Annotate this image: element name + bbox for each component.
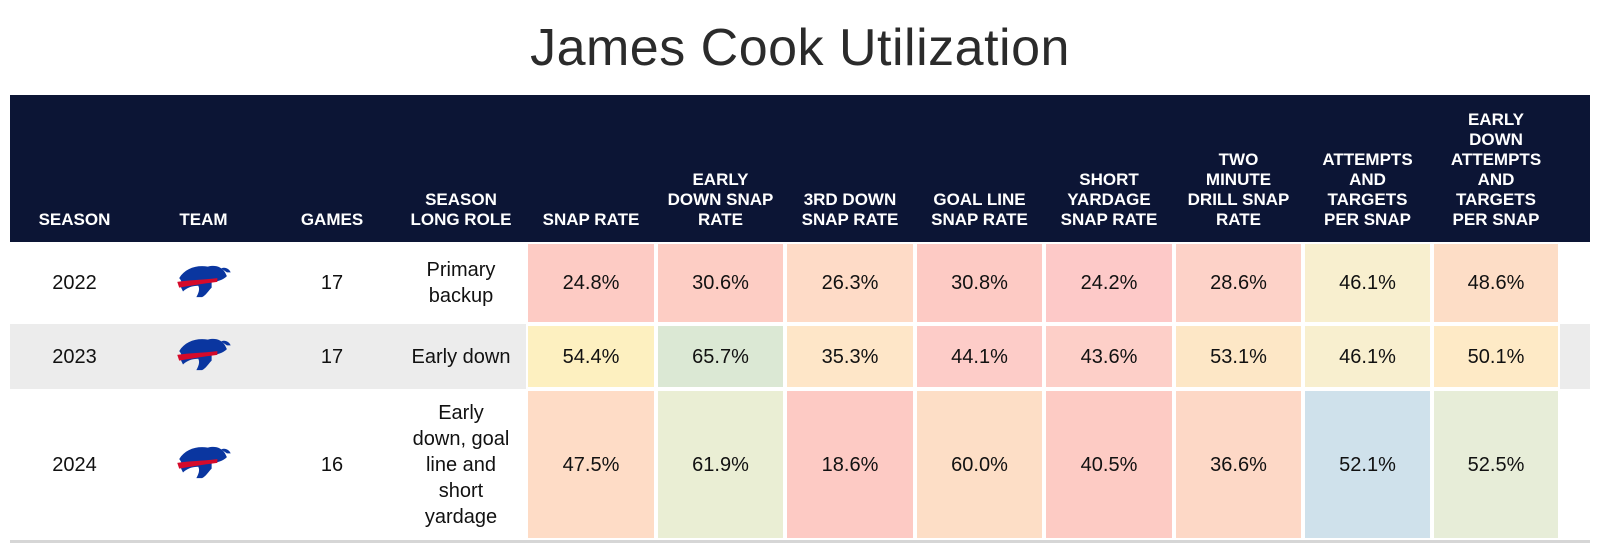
games-cell: 16	[320, 453, 344, 476]
metric-cell-snap-rate: 24.8%	[526, 242, 656, 324]
metric-cell-attempts-and-targets-per-snap: 52.1%	[1303, 389, 1432, 540]
column-header-attempts-and-targets-per-snap: ATTEMPTS AND TARGETS PER SNAP	[1322, 150, 1413, 229]
metric-cell-short-yardage-snap-rate: 24.2%	[1044, 242, 1174, 324]
team-cell	[139, 324, 268, 389]
metric-cell-early-down-attempts-and-targets-per-snap: 50.1%	[1432, 324, 1560, 389]
column-header-3rd-down-snap-rate: 3RD DOWN SNAP RATE	[801, 190, 899, 229]
role-cell: Early down, goal line and short yardage	[412, 401, 510, 528]
games-cell: 17	[320, 345, 344, 368]
metric-cell-short-yardage-snap-rate: 43.6%	[1044, 324, 1174, 389]
metric-cell-snap-rate: 47.5%	[526, 389, 656, 540]
metric-cell-3rd-down-snap-rate: 26.3%	[785, 242, 915, 324]
column-header-early-down-snap-rate: EARLY DOWN SNAP RATE	[667, 170, 774, 229]
column-header-season: SEASON	[38, 210, 111, 229]
games-cell: 17	[320, 272, 344, 294]
metric-cell-goal-line-snap-rate: 44.1%	[915, 324, 1044, 389]
buffalo-bills-logo-icon	[173, 440, 235, 489]
season-cell: 2023	[52, 345, 97, 368]
metric-cell-early-down-snap-rate: 30.6%	[656, 242, 785, 324]
table-body: 2022 17 Primary backup 24.8% 30.6% 26.3% 30.8% 2…	[10, 242, 1590, 543]
metric-cell-goal-line-snap-rate: 60.0%	[915, 389, 1044, 540]
metric-cell-early-down-attempts-and-targets-per-snap: 48.6%	[1432, 242, 1560, 324]
role-cell: Primary backup	[426, 259, 496, 307]
metric-cell-attempts-and-targets-per-snap: 46.1%	[1303, 242, 1432, 324]
metric-cell-3rd-down-snap-rate: 35.3%	[785, 324, 915, 389]
column-header-two-minute-drill-snap-rate: TWO MINUTE DRILL SNAP RATE	[1187, 150, 1290, 229]
season-cell: 2022	[52, 272, 97, 294]
page-title: James Cook Utilization	[530, 19, 1070, 77]
column-header-short-yardage-snap-rate: SHORT YARDAGE SNAP RATE	[1060, 170, 1158, 229]
role-cell: Early down	[411, 345, 511, 368]
column-header-games: GAMES	[300, 210, 364, 229]
metric-cell-short-yardage-snap-rate: 40.5%	[1044, 389, 1174, 540]
metric-cell-early-down-snap-rate: 65.7%	[656, 324, 785, 389]
team-cell	[139, 389, 268, 540]
table-row: 2022 17 Primary backup 24.8% 30.6% 26.3% 30.8% 2…	[10, 242, 1590, 324]
column-header-goal-line-snap-rate: GOAL LINE SNAP RATE	[931, 190, 1028, 229]
metric-cell-attempts-and-targets-per-snap: 46.1%	[1303, 324, 1432, 389]
metric-cell-two-minute-drill-snap-rate: 53.1%	[1174, 324, 1303, 389]
team-cell	[139, 242, 268, 324]
utilization-table: SEASON TEAM GAMES SEASON LONG ROLE SNAP RATE E…	[10, 95, 1590, 543]
column-header-snap-rate: SNAP RATE	[542, 210, 640, 229]
metric-cell-two-minute-drill-snap-rate: 28.6%	[1174, 242, 1303, 324]
buffalo-bills-logo-icon	[173, 259, 235, 308]
season-cell: 2024	[52, 453, 97, 476]
metric-cell-early-down-snap-rate: 61.9%	[656, 389, 785, 540]
table-row: 2024 16 Early down, goal line and short yardag…	[10, 389, 1590, 543]
column-header-season-long-role: SEASON LONG ROLE	[410, 190, 512, 229]
metric-cell-3rd-down-snap-rate: 18.6%	[785, 389, 915, 540]
metric-cell-goal-line-snap-rate: 30.8%	[915, 242, 1044, 324]
metric-cell-two-minute-drill-snap-rate: 36.6%	[1174, 389, 1303, 540]
column-header-early-down-attempts-and-targets-per-snap: EARLY DOWN ATTEMPTS AND TARGETS PER SNAP	[1450, 110, 1542, 229]
column-header-team: TEAM	[179, 210, 228, 229]
table-header: SEASON TEAM GAMES SEASON LONG ROLE SNAP RATE E…	[10, 95, 1590, 242]
table-row: 2023 17 Early down 54.4% 65.7% 35.3% 44.1% 43.6…	[10, 324, 1590, 389]
metric-cell-early-down-attempts-and-targets-per-snap: 52.5%	[1432, 389, 1560, 540]
buffalo-bills-logo-icon	[173, 332, 235, 381]
metric-cell-snap-rate: 54.4%	[526, 324, 656, 389]
